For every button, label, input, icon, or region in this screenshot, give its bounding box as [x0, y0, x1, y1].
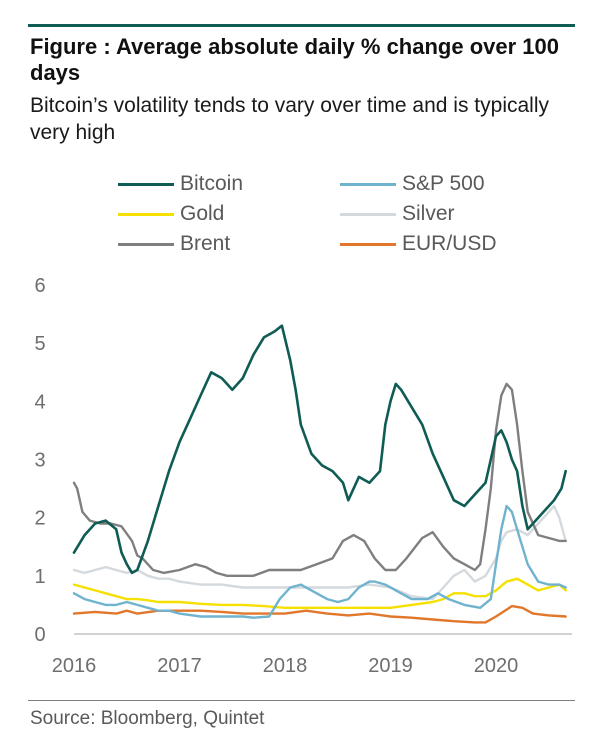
x-tick-label: 2017 [157, 655, 202, 677]
y-tick-label: 3 [34, 450, 45, 472]
bottom-rule [28, 700, 575, 701]
x-tick-label: 2020 [474, 655, 519, 677]
y-tick-label: 2 [34, 508, 45, 530]
y-tick-label: 5 [34, 333, 45, 355]
series-line-gold [72, 577, 567, 609]
series-line-brent [72, 382, 567, 577]
x-tick-label: 2018 [263, 655, 308, 677]
series-line-bitcoin [72, 324, 567, 575]
y-tick-label: 1 [34, 566, 45, 588]
series-line-eur-usd [72, 604, 567, 624]
chart-subtitle: Bitcoin’s volatility tends to vary over … [30, 94, 549, 144]
y-tick-label: 0 [34, 624, 45, 646]
y-tick-label: 4 [34, 391, 45, 413]
top-rule [28, 24, 575, 27]
series-line-s-p-500 [72, 504, 567, 619]
series-line-silver [72, 504, 567, 601]
x-tick-label: 2019 [368, 655, 413, 677]
x-tick-label: 2016 [52, 655, 97, 677]
chart-title: Figure : Average absolute daily % change… [30, 34, 559, 85]
y-tick-label: 6 [34, 275, 45, 297]
source-note: Source: Bloomberg, Quintet [30, 708, 265, 729]
